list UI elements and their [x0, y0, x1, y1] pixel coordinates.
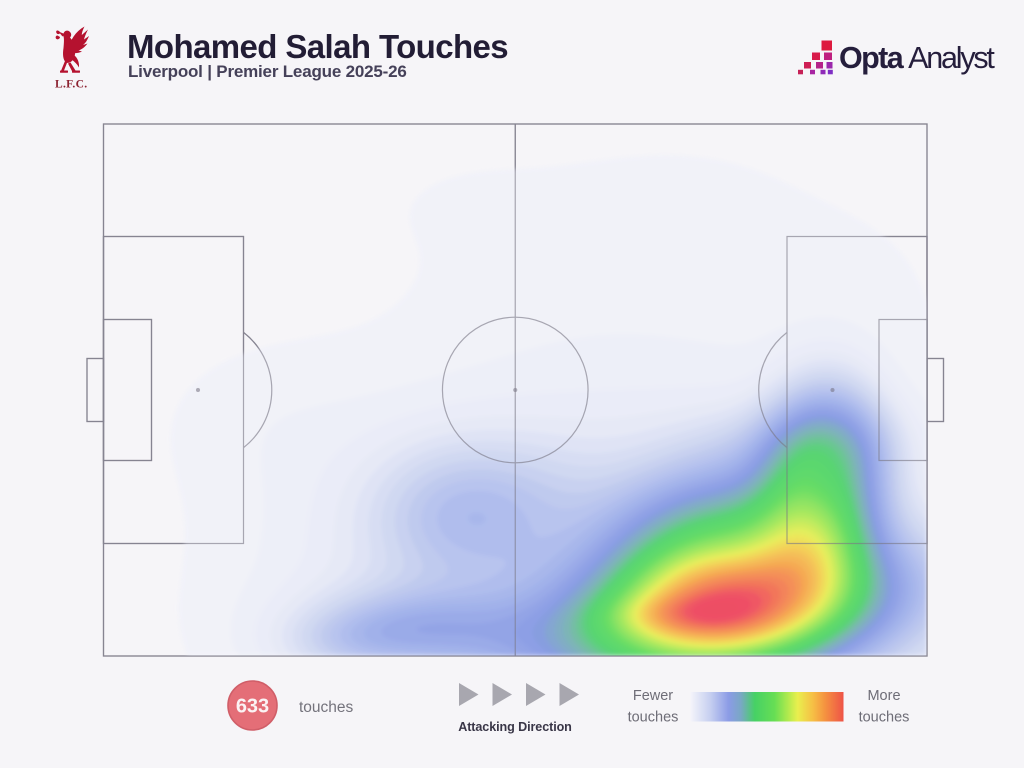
svg-text:More: More	[867, 688, 900, 704]
svg-text:touches: touches	[859, 710, 910, 726]
svg-text:633: 633	[236, 696, 269, 718]
svg-text:L.F.C.: L.F.C.	[55, 79, 87, 91]
svg-text:Attacking Direction: Attacking Direction	[458, 720, 572, 734]
svg-text:touches: touches	[299, 699, 354, 716]
svg-text:Fewer: Fewer	[633, 688, 673, 704]
svg-text:touches: touches	[628, 710, 679, 726]
